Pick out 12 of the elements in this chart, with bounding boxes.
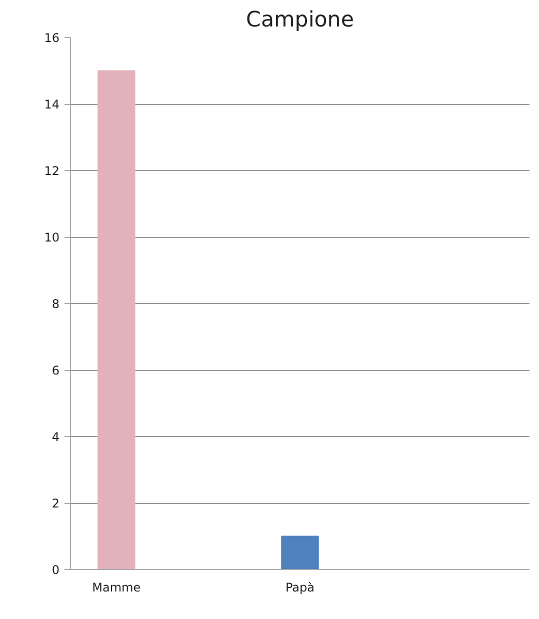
y-tick-label: 4 — [52, 430, 60, 444]
x-tick-label: Papà — [285, 580, 315, 594]
y-tick-label: 0 — [52, 563, 60, 577]
chart-title: Campione — [246, 8, 354, 32]
y-tick-label: 16 — [44, 31, 60, 45]
y-tick-label: 6 — [52, 364, 60, 378]
y-tick-label: 10 — [44, 230, 60, 244]
y-tick-label: 12 — [44, 164, 60, 178]
y-tick-label: 2 — [52, 496, 60, 510]
x-tick-label: Mamme — [92, 580, 141, 594]
y-tick-label: 8 — [52, 297, 60, 311]
y-tick-label: 14 — [44, 98, 60, 112]
